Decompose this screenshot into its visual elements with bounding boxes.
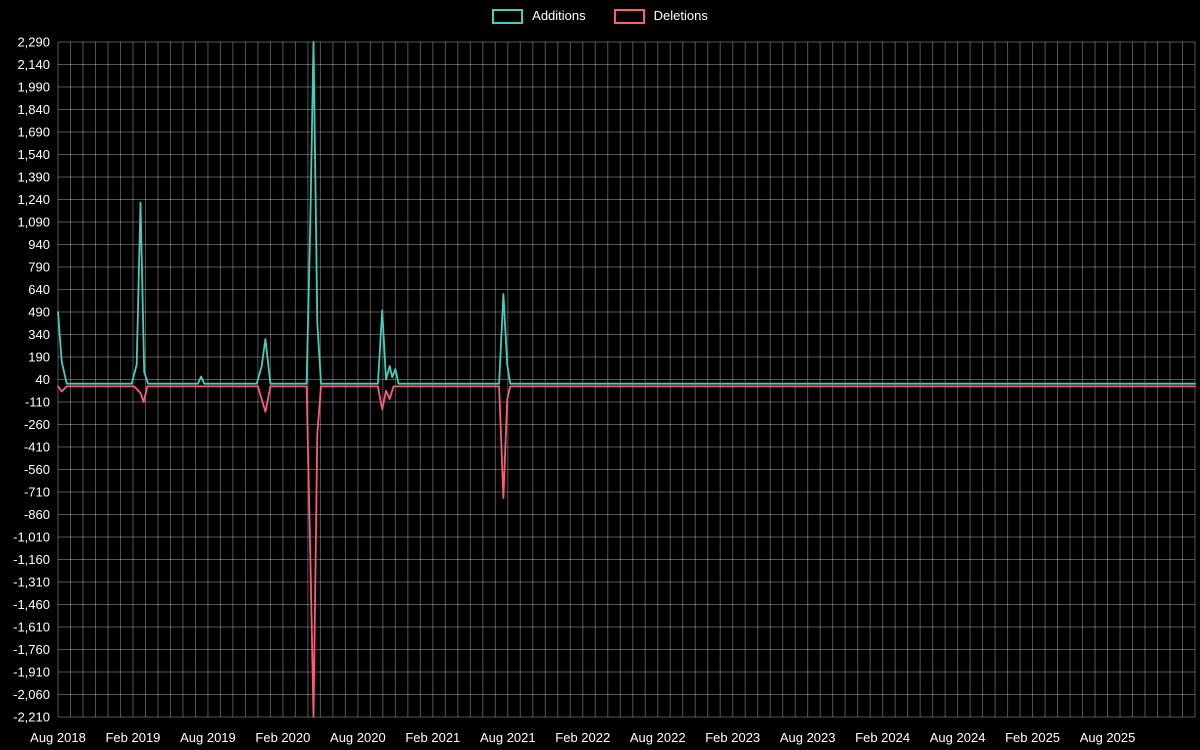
y-axis-tick-label: 1,990: [17, 80, 50, 95]
y-axis-tick-label: -1,460: [13, 597, 50, 612]
y-axis-tick-label: -1,160: [13, 552, 50, 567]
y-axis-tick-label: -1,310: [13, 575, 50, 590]
y-axis-tick-label: 940: [28, 237, 50, 252]
x-axis-tick-label: Aug 2025: [1080, 730, 1136, 745]
chart-legend: Additions Deletions: [0, 7, 1200, 25]
y-axis-tick-label: -260: [24, 417, 50, 432]
x-axis-tick-label: Aug 2021: [480, 730, 536, 745]
y-axis-tick-label: -2,060: [13, 687, 50, 702]
y-axis-tick-label: -110: [25, 395, 50, 410]
y-axis-tick-label: 190: [28, 350, 50, 365]
series-line-deletions: [57, 385, 1196, 718]
x-axis-tick-label: Feb 2025: [1005, 730, 1060, 745]
x-axis-tick-label: Aug 2023: [780, 730, 836, 745]
y-axis-tick-label: 1,540: [17, 147, 50, 162]
y-axis-tick-label: -1,010: [13, 530, 50, 545]
deletions-swatch-icon: [613, 8, 645, 24]
y-axis-tick-label: 490: [28, 305, 50, 320]
legend-label-additions: Additions: [532, 8, 586, 23]
x-axis-tick-label: Feb 2023: [705, 730, 760, 745]
y-axis-tick-label: -2,210: [13, 710, 50, 725]
y-axis-tick-label: -1,910: [13, 665, 50, 680]
x-axis-tick-label: Feb 2024: [855, 730, 910, 745]
y-axis-tick-label: 1,090: [17, 215, 50, 230]
y-axis-tick-label: -1,610: [13, 620, 50, 635]
x-axis-tick-label: Aug 2018: [30, 730, 86, 745]
x-axis-tick-label: Aug 2022: [630, 730, 686, 745]
y-axis-tick-label: 790: [28, 260, 50, 275]
x-axis-tick-label: Feb 2022: [555, 730, 610, 745]
y-axis-tick-label: -860: [24, 507, 50, 522]
series-line-additions: [57, 41, 1196, 385]
legend-item-deletions[interactable]: Deletions: [613, 7, 708, 25]
x-axis-tick-label: Aug 2020: [330, 730, 386, 745]
x-axis-tick-label: Feb 2019: [105, 730, 160, 745]
x-axis-tick-label: Feb 2020: [255, 730, 310, 745]
y-axis-tick-label: 1,690: [17, 125, 50, 140]
y-axis-tick-label: 2,140: [17, 57, 50, 72]
y-axis-tick-label: -410: [24, 440, 50, 455]
y-axis-tick-label: 1,240: [17, 192, 50, 207]
x-axis-tick-label: Aug 2024: [930, 730, 986, 745]
y-axis-tick-label: 40: [36, 372, 50, 387]
y-axis-tick-label: 1,390: [17, 170, 50, 185]
x-axis-tick-label: Feb 2021: [405, 730, 460, 745]
legend-item-additions[interactable]: Additions: [492, 7, 586, 25]
y-axis-tick-label: 2,290: [17, 35, 50, 50]
legend-label-deletions: Deletions: [653, 8, 708, 23]
y-axis-tick-label: -710: [24, 485, 50, 500]
y-axis-tick-label: 340: [28, 327, 50, 342]
y-axis-tick-label: 640: [28, 282, 50, 297]
y-axis-tick-label: 1,840: [17, 102, 50, 117]
x-axis-tick-label: Aug 2019: [180, 730, 236, 745]
y-axis-tick-label: -1,760: [13, 642, 50, 657]
additions-swatch-icon: [492, 8, 524, 24]
y-axis-tick-label: -560: [24, 462, 50, 477]
